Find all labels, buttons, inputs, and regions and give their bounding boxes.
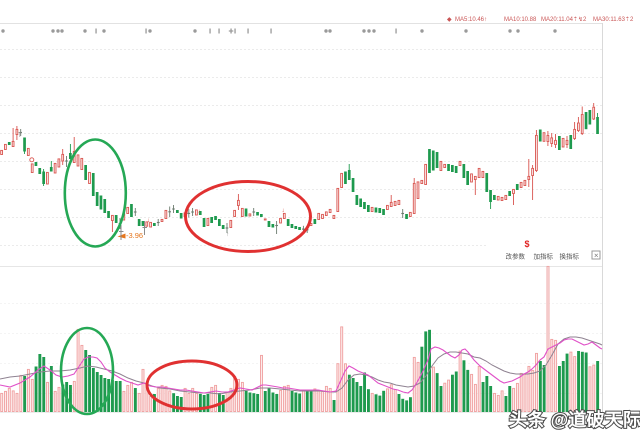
svg-text:换指标: 换指标: [560, 252, 580, 261]
svg-text:◆: ◆: [447, 17, 452, 23]
svg-text:-3.96: -3.96: [126, 231, 143, 240]
svg-text:✕: ✕: [594, 254, 599, 260]
svg-text:MA10:10.88: MA10:10.88: [504, 17, 537, 23]
svg-text:MA5:10.46↑: MA5:10.46↑: [455, 17, 487, 23]
svg-text:MA20:11.04⇡↯2: MA20:11.04⇡↯2: [541, 16, 587, 23]
svg-text:头条 @道破天际: 头条 @道破天际: [509, 409, 640, 430]
svg-text:↓: ↓: [147, 218, 150, 224]
svg-text:$: $: [525, 239, 530, 249]
svg-text:MA30:11.63⇡2: MA30:11.63⇡2: [593, 16, 634, 23]
svg-text:T: T: [18, 133, 22, 139]
svg-text:↑: ↑: [226, 232, 229, 238]
svg-text:改参数: 改参数: [506, 252, 526, 261]
svg-text:↓: ↓: [198, 209, 201, 215]
svg-text:加指标: 加指标: [534, 252, 554, 261]
svg-text:↓: ↓: [282, 208, 285, 214]
